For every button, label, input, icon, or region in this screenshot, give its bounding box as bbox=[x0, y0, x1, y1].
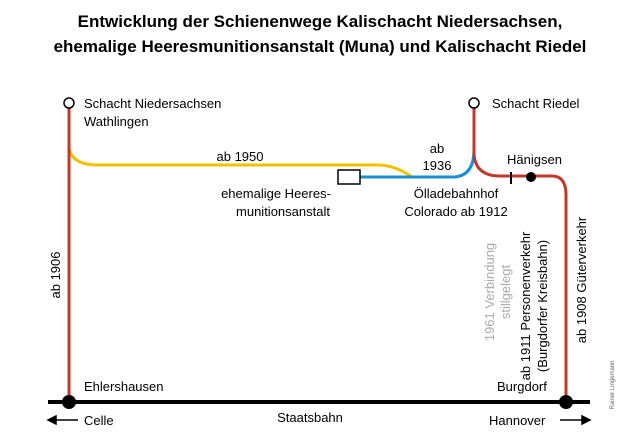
title-line: Entwicklung der Schienenwege Kalischacht… bbox=[78, 12, 563, 31]
terminus bbox=[468, 97, 480, 109]
station-dot bbox=[526, 172, 536, 182]
route-label: Staatsbahn bbox=[277, 410, 343, 425]
route-label: 1961 Verbindung bbox=[482, 243, 497, 341]
station-label: munitionsanstalt bbox=[236, 204, 330, 219]
station-dot bbox=[62, 395, 76, 409]
station-label: Ölladebahnhof bbox=[414, 186, 499, 201]
station-dot bbox=[559, 395, 573, 409]
direction-label: Celle bbox=[84, 413, 114, 428]
direction-label: Hannover bbox=[489, 413, 546, 428]
arrow-right bbox=[560, 414, 592, 426]
route-label: stillgelegt bbox=[498, 265, 513, 320]
route-label: 1936 bbox=[423, 158, 452, 173]
route-label: ab bbox=[430, 141, 444, 156]
track-red bbox=[472, 108, 568, 402]
station-label: ehemalige Heeres- bbox=[221, 186, 331, 201]
route-label: ab 1950 bbox=[217, 149, 264, 164]
track-yellow bbox=[67, 147, 413, 179]
station-label: Schacht Riedel bbox=[492, 96, 580, 111]
route-label: (Burgdorfer Kreisbahn) bbox=[535, 240, 550, 372]
route-label: ab 1908 Güterverkehr bbox=[574, 216, 589, 343]
station-label: Ehlershausen bbox=[84, 379, 164, 394]
station-label: Burgdorf bbox=[497, 379, 547, 394]
terminus bbox=[63, 97, 75, 109]
station-label: Wathlingen bbox=[84, 114, 149, 129]
muna-box bbox=[337, 169, 361, 185]
station-label: Schacht Niedersachsen bbox=[84, 96, 221, 111]
arrow-left bbox=[46, 414, 78, 426]
title-line: ehemalige Heeresmunitionsanstalt (Muna) … bbox=[54, 37, 587, 56]
route-label: ab 1906 bbox=[48, 252, 63, 299]
station-label: Hänigsen bbox=[507, 152, 562, 167]
author: Rainer Lingemann bbox=[610, 360, 616, 409]
route-label: ab 1911 Personenverkehr bbox=[518, 231, 533, 380]
station-label: Colorado ab 1912 bbox=[404, 204, 507, 219]
